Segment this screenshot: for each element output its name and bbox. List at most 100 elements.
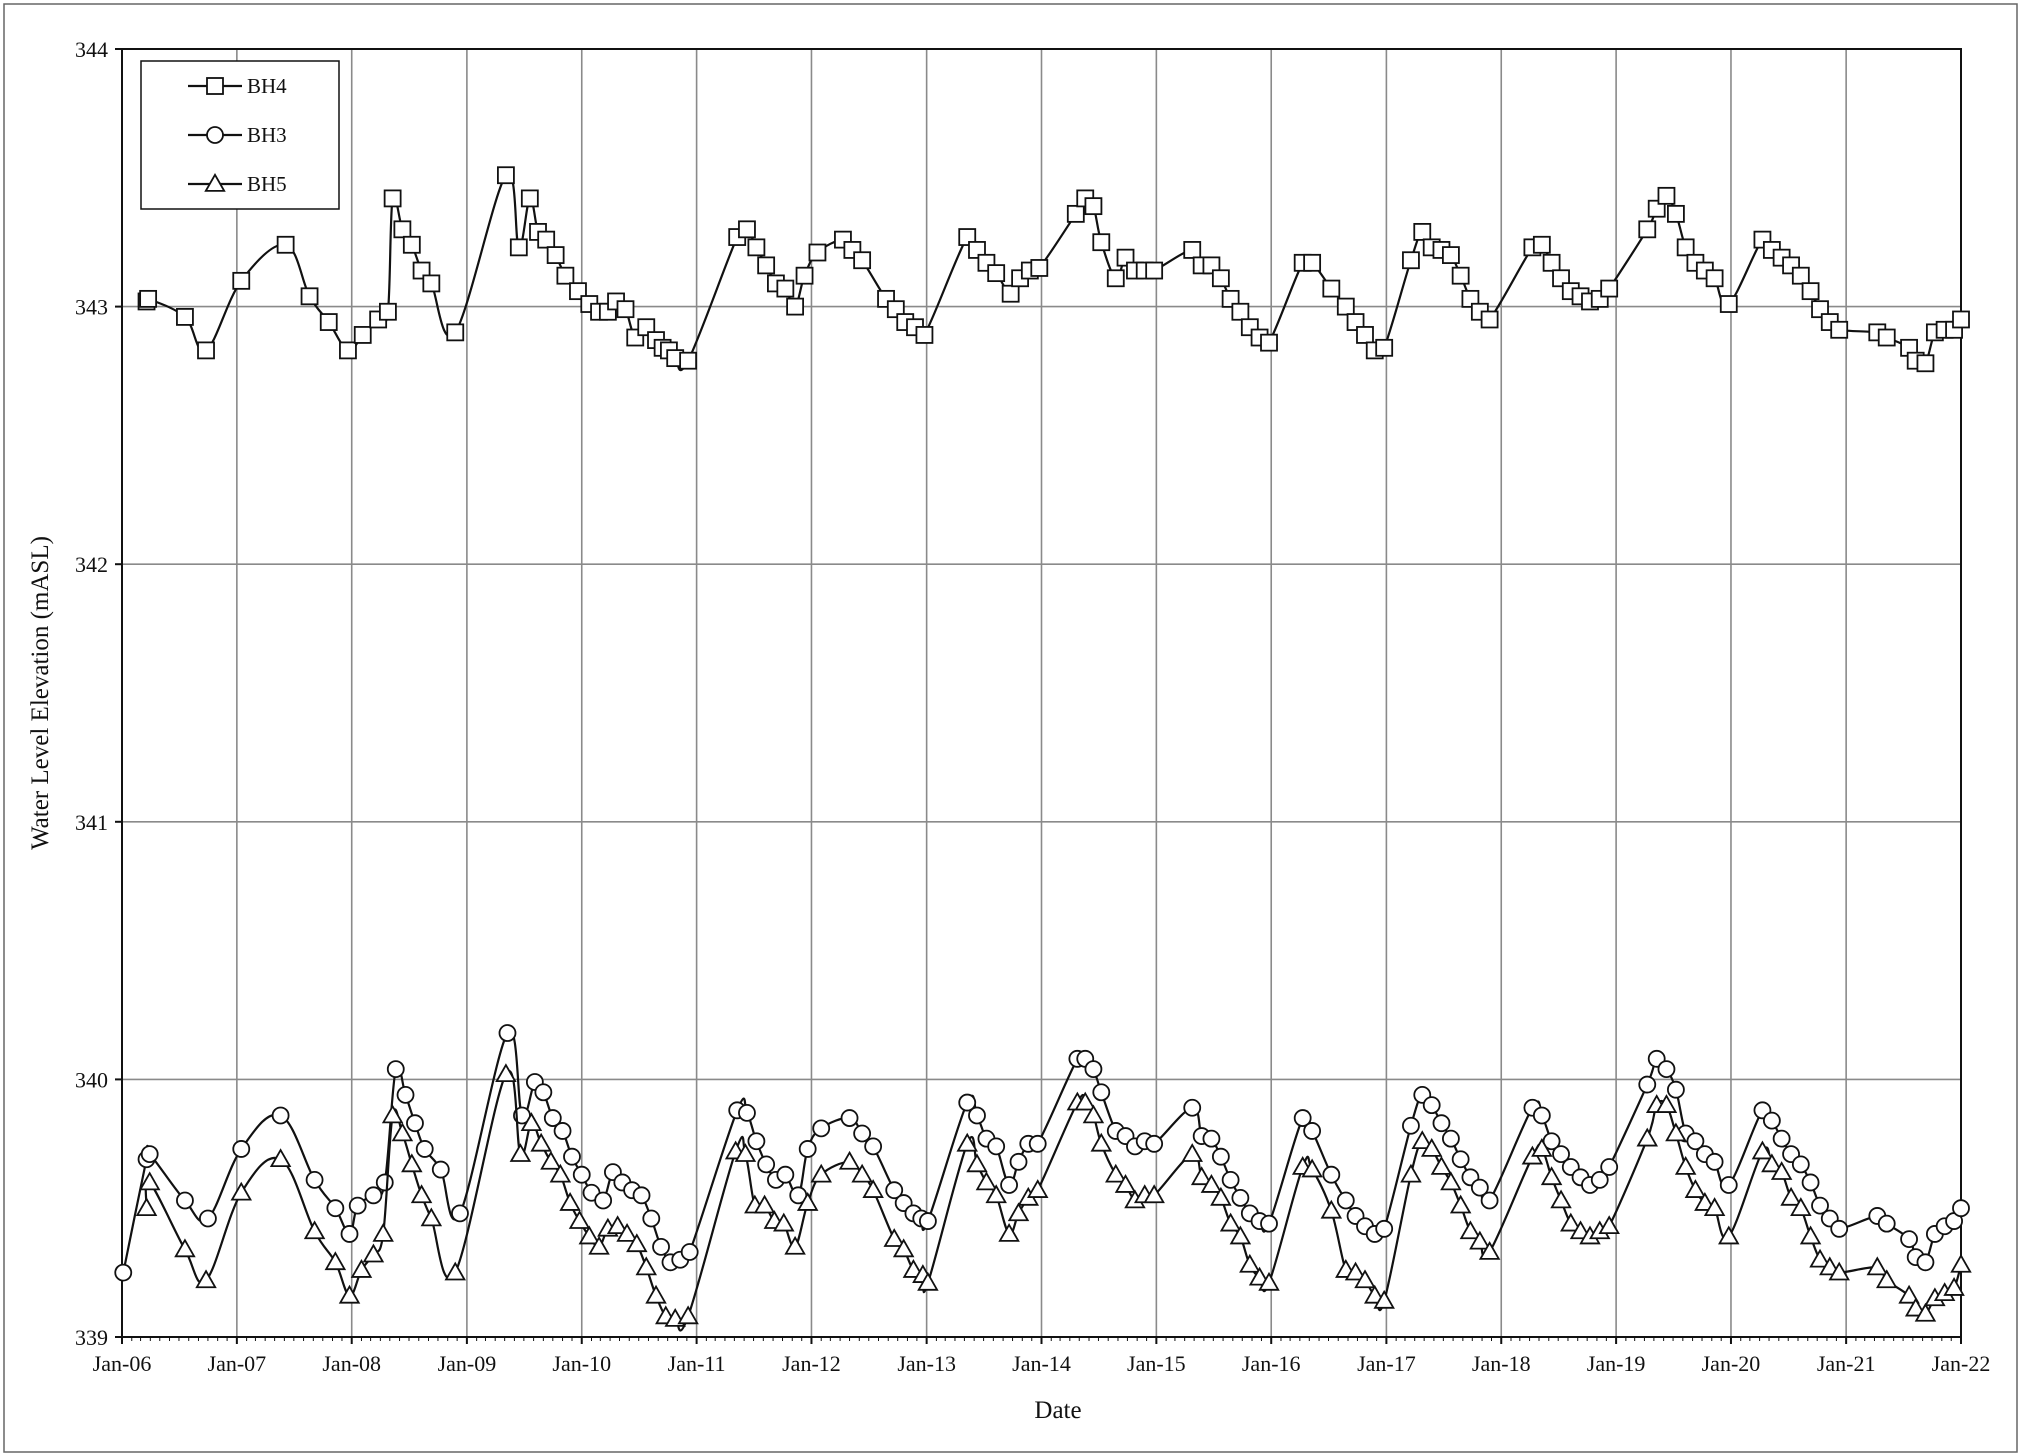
data-point-bh3 [1811, 1196, 1829, 1215]
data-point-bh5 [350, 1259, 373, 1278]
data-point-bh3 [1666, 1080, 1685, 1099]
data-point-bh5 [135, 1197, 158, 1216]
data-point-bh5 [1828, 1261, 1850, 1281]
data-point-bh3 [375, 1173, 394, 1192]
data-point-bh3 [1402, 1116, 1420, 1135]
data-point-bh5 [1105, 1163, 1127, 1183]
data-point-bh3 [1801, 1173, 1820, 1192]
data-point-bh4 [747, 238, 766, 257]
data-point-bh4 [1451, 266, 1470, 285]
data-point-bh5 [998, 1222, 1020, 1242]
data-point-bh4 [497, 166, 515, 185]
data-point-bh3 [1705, 1152, 1724, 1171]
data-point-bh3 [176, 1191, 194, 1210]
data-point-bh3 [1830, 1219, 1849, 1238]
data-point-bh5 [1809, 1248, 1831, 1268]
data-point-bh4 [808, 243, 827, 262]
data-point-bh5 [1790, 1197, 1812, 1216]
data-point-bh5 [444, 1261, 466, 1281]
data-point-bh5 [1440, 1171, 1462, 1191]
data-point-bh4 [1532, 235, 1551, 254]
data-point-bh3 [776, 1165, 795, 1184]
data-point-bh3 [348, 1196, 367, 1215]
data-point-bh5 [1703, 1197, 1726, 1216]
data-point-bh4 [1657, 186, 1676, 205]
x-tick-label: Jan-21 [1817, 1351, 1876, 1376]
data-point-bh5 [1636, 1127, 1659, 1147]
data-point-bh3 [451, 1204, 469, 1223]
legend-label-bh4: BH4 [247, 74, 287, 98]
data-point-bh3 [1791, 1155, 1810, 1174]
data-point-bh5 [985, 1184, 1007, 1204]
data-point-bh4 [446, 323, 465, 342]
data-point-bh3 [1432, 1114, 1451, 1133]
data-point-bh5 [1598, 1215, 1620, 1235]
data-point-bh4 [300, 287, 319, 306]
x-tick-label: Jan-22 [1932, 1351, 1991, 1376]
data-point-bh4 [556, 266, 575, 285]
data-point-bh5 [174, 1238, 196, 1258]
data-point-bh3 [326, 1199, 345, 1218]
data-point-bh5 [966, 1153, 988, 1173]
data-point-bh4 [422, 274, 441, 293]
data-point-bh5 [1190, 1166, 1213, 1186]
data-point-bh5 [372, 1222, 394, 1242]
data-point-bh4 [393, 220, 412, 239]
data-point-bh5 [1560, 1212, 1582, 1232]
data-point-bh4 [197, 341, 215, 360]
data-point-bh3 [114, 1263, 133, 1282]
data-point-bh4 [1106, 269, 1125, 288]
data-point-bh5 [975, 1171, 998, 1191]
x-tick-label: Jan-16 [1242, 1351, 1301, 1376]
data-point-bh5 [1373, 1289, 1395, 1309]
data-point-bh3 [1231, 1188, 1250, 1207]
chart-outer-border [3, 3, 2018, 1453]
x-tick-label: Jan-12 [782, 1351, 841, 1376]
data-point-bh5 [1866, 1256, 1889, 1276]
data-point-bh3 [987, 1137, 1006, 1156]
data-point-bh3 [642, 1209, 661, 1228]
data-point-bh5 [1665, 1122, 1687, 1142]
data-point-bh5 [810, 1163, 832, 1183]
data-point-bh4 [232, 271, 251, 290]
data-point-bh5 [838, 1150, 861, 1170]
series-bh4 [137, 166, 1970, 373]
data-point-bh3 [386, 1060, 405, 1078]
data-point-bh3 [1322, 1165, 1341, 1184]
data-point-bh4 [1145, 261, 1164, 280]
data-point-bh5 [549, 1163, 572, 1183]
data-point-bh5 [1411, 1130, 1434, 1150]
data-point-bh3 [968, 1106, 986, 1125]
data-point-bh5 [1761, 1153, 1783, 1173]
data-point-bh3 [1183, 1098, 1202, 1117]
data-point-bh5 [626, 1233, 648, 1253]
data-point-bh3 [406, 1114, 424, 1133]
data-point-bh5 [1674, 1155, 1697, 1175]
data-point-bh5 [892, 1238, 915, 1258]
data-point-bh3 [1916, 1253, 1935, 1272]
data-point-bh5 [381, 1104, 404, 1124]
data-point-bh3 [1952, 1199, 1970, 1218]
data-point-bh4 [1066, 204, 1085, 223]
data-point-bh3 [1260, 1214, 1278, 1233]
data-point-bh5 [1143, 1184, 1165, 1204]
data-point-bh3 [572, 1165, 591, 1184]
data-point-bh4 [1666, 204, 1685, 223]
data-point-bh3 [1000, 1176, 1018, 1194]
data-point-bh3 [853, 1124, 872, 1143]
data-point-bh5 [362, 1243, 385, 1263]
data-point-bh3 [364, 1186, 383, 1205]
data-point-bh4 [1442, 246, 1460, 264]
data-point-bh3 [396, 1085, 415, 1104]
data-point-bh4 [679, 351, 698, 370]
data-point-bh4 [1092, 233, 1111, 252]
data-point-bh5 [753, 1194, 776, 1214]
data-point-bh3 [1336, 1191, 1355, 1210]
data-point-bh3 [534, 1083, 553, 1102]
data-point-bh3 [498, 1024, 517, 1042]
data-point-bh5 [1239, 1253, 1261, 1273]
data-point-bh3 [757, 1155, 776, 1174]
data-point-bh5 [195, 1269, 217, 1289]
data-point-bh5 [1904, 1297, 1927, 1317]
